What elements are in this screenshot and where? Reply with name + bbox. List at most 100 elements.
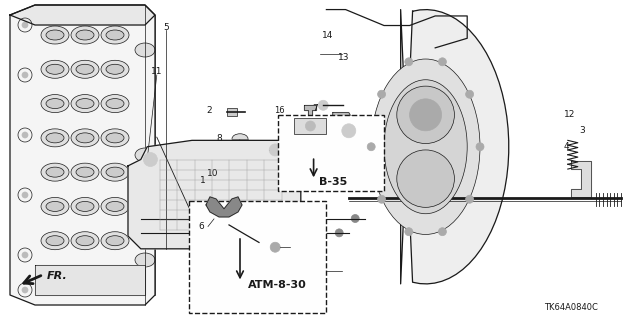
Ellipse shape: [41, 266, 69, 284]
Circle shape: [438, 228, 447, 236]
Circle shape: [238, 166, 255, 182]
Circle shape: [404, 58, 413, 66]
Circle shape: [305, 121, 316, 131]
Ellipse shape: [101, 266, 129, 284]
Ellipse shape: [46, 64, 64, 74]
Ellipse shape: [101, 129, 129, 147]
Polygon shape: [571, 161, 591, 197]
Text: B-35: B-35: [319, 177, 347, 187]
Circle shape: [22, 132, 28, 138]
Ellipse shape: [46, 99, 64, 108]
Ellipse shape: [101, 94, 129, 113]
Polygon shape: [304, 105, 316, 115]
Circle shape: [269, 144, 281, 156]
Ellipse shape: [397, 86, 454, 144]
Text: 4: 4: [564, 142, 569, 151]
Ellipse shape: [71, 94, 99, 113]
Ellipse shape: [384, 80, 467, 214]
Text: ATM-8-30: ATM-8-30: [248, 280, 307, 290]
Text: 7: 7: [313, 104, 319, 113]
Circle shape: [351, 214, 359, 223]
FancyBboxPatch shape: [189, 201, 326, 313]
Text: 9: 9: [348, 115, 354, 124]
Ellipse shape: [106, 133, 124, 143]
Ellipse shape: [106, 167, 124, 177]
Circle shape: [476, 143, 484, 151]
Text: 1: 1: [200, 176, 205, 185]
Text: 15: 15: [281, 126, 291, 135]
Ellipse shape: [106, 201, 124, 211]
Circle shape: [466, 90, 474, 98]
Ellipse shape: [101, 60, 129, 78]
Ellipse shape: [46, 167, 64, 177]
Text: 3: 3: [580, 126, 585, 135]
Circle shape: [410, 99, 442, 131]
Ellipse shape: [106, 270, 124, 280]
Ellipse shape: [106, 99, 124, 108]
Polygon shape: [304, 126, 318, 136]
Ellipse shape: [76, 30, 94, 40]
Text: 6: 6: [199, 222, 204, 231]
Text: 14: 14: [322, 31, 333, 40]
Ellipse shape: [41, 232, 69, 250]
Circle shape: [466, 195, 474, 203]
Ellipse shape: [41, 129, 69, 147]
Ellipse shape: [371, 59, 480, 234]
Polygon shape: [35, 265, 145, 295]
Ellipse shape: [41, 197, 69, 215]
Ellipse shape: [71, 129, 99, 147]
Ellipse shape: [101, 163, 129, 181]
Ellipse shape: [76, 167, 94, 177]
Circle shape: [342, 124, 356, 138]
Circle shape: [367, 143, 375, 151]
Ellipse shape: [41, 26, 69, 44]
Circle shape: [22, 22, 28, 28]
Ellipse shape: [71, 266, 99, 284]
Ellipse shape: [135, 253, 155, 267]
Ellipse shape: [101, 26, 129, 44]
Circle shape: [22, 287, 28, 293]
Ellipse shape: [101, 232, 129, 250]
Ellipse shape: [232, 134, 248, 144]
Ellipse shape: [71, 232, 99, 250]
Circle shape: [270, 242, 280, 252]
Text: 16: 16: [274, 106, 285, 115]
Text: 12: 12: [564, 110, 575, 119]
Circle shape: [438, 58, 447, 66]
Polygon shape: [333, 113, 353, 127]
Circle shape: [318, 100, 328, 110]
Circle shape: [22, 252, 28, 258]
Ellipse shape: [135, 148, 155, 162]
Ellipse shape: [106, 64, 124, 74]
Text: 2: 2: [206, 106, 212, 115]
Ellipse shape: [101, 197, 129, 215]
Polygon shape: [401, 10, 509, 284]
Ellipse shape: [71, 197, 99, 215]
Circle shape: [22, 72, 28, 78]
Ellipse shape: [76, 99, 94, 108]
Ellipse shape: [46, 201, 64, 211]
Ellipse shape: [41, 163, 69, 181]
Ellipse shape: [76, 133, 94, 143]
Ellipse shape: [397, 150, 454, 207]
Ellipse shape: [46, 236, 64, 246]
Circle shape: [378, 90, 385, 98]
FancyBboxPatch shape: [294, 118, 326, 134]
Polygon shape: [10, 5, 155, 305]
Ellipse shape: [41, 94, 69, 113]
Text: 10: 10: [207, 169, 218, 178]
Polygon shape: [216, 141, 226, 191]
Text: 8: 8: [217, 134, 223, 143]
FancyBboxPatch shape: [227, 108, 237, 116]
Ellipse shape: [46, 270, 64, 280]
Circle shape: [226, 228, 237, 240]
Circle shape: [404, 228, 413, 236]
FancyBboxPatch shape: [278, 115, 384, 191]
Ellipse shape: [106, 236, 124, 246]
Ellipse shape: [46, 133, 64, 143]
Text: TK64A0840C: TK64A0840C: [545, 303, 598, 312]
Ellipse shape: [71, 163, 99, 181]
Polygon shape: [128, 140, 301, 249]
Ellipse shape: [76, 236, 94, 246]
Ellipse shape: [41, 60, 69, 78]
